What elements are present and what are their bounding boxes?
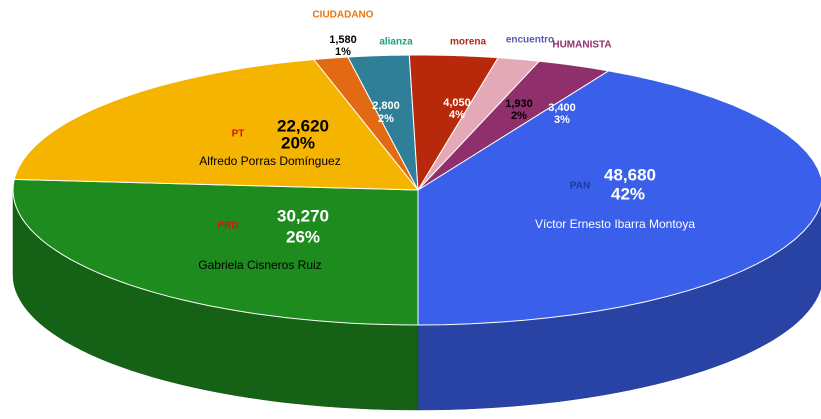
party-logo: CIUDADANO — [312, 10, 373, 21]
percentage-label: 4% — [449, 109, 465, 121]
slice — [347, 54, 419, 191]
party-logo: PRD — [217, 221, 238, 232]
value-label: 1,580 — [329, 34, 357, 46]
slice — [408, 54, 499, 192]
value-label: 1,930 — [505, 98, 533, 110]
candidate-name: Alfredo Porras Domínguez — [199, 154, 340, 168]
slice — [417, 60, 610, 191]
percentage-label: 20% — [281, 133, 315, 152]
candidate-name: Gabriela Cisneros Ruiz — [198, 258, 321, 272]
party-logo: morena — [450, 37, 487, 48]
slice — [12, 178, 419, 326]
value-label: 22,620 — [277, 116, 329, 135]
percentage-label: 42% — [611, 184, 645, 203]
slice — [13, 58, 420, 191]
party-logo: encuentro — [506, 35, 554, 46]
value-label: 48,680 — [604, 165, 656, 184]
party-logo: PAN — [570, 181, 590, 192]
percentage-label: 1% — [335, 46, 351, 58]
percentage-label: 2% — [378, 113, 394, 125]
slice — [417, 57, 541, 191]
percentage-label: 26% — [286, 227, 320, 246]
party-logo: HUMANISTA — [552, 40, 611, 51]
percentage-label: 2% — [511, 110, 527, 122]
value-label: 3,400 — [548, 102, 576, 114]
party-logo: PT — [232, 129, 245, 140]
value-label: 30,270 — [277, 206, 329, 225]
value-label: 2,800 — [372, 100, 400, 112]
party-logo: alianza — [379, 37, 413, 48]
percentage-label: 3% — [554, 114, 570, 126]
slice — [312, 56, 419, 191]
slice — [417, 70, 821, 326]
candidate-name: Víctor Ernesto Ibarra Montoya — [535, 217, 695, 231]
value-label: 4,050 — [443, 97, 471, 109]
